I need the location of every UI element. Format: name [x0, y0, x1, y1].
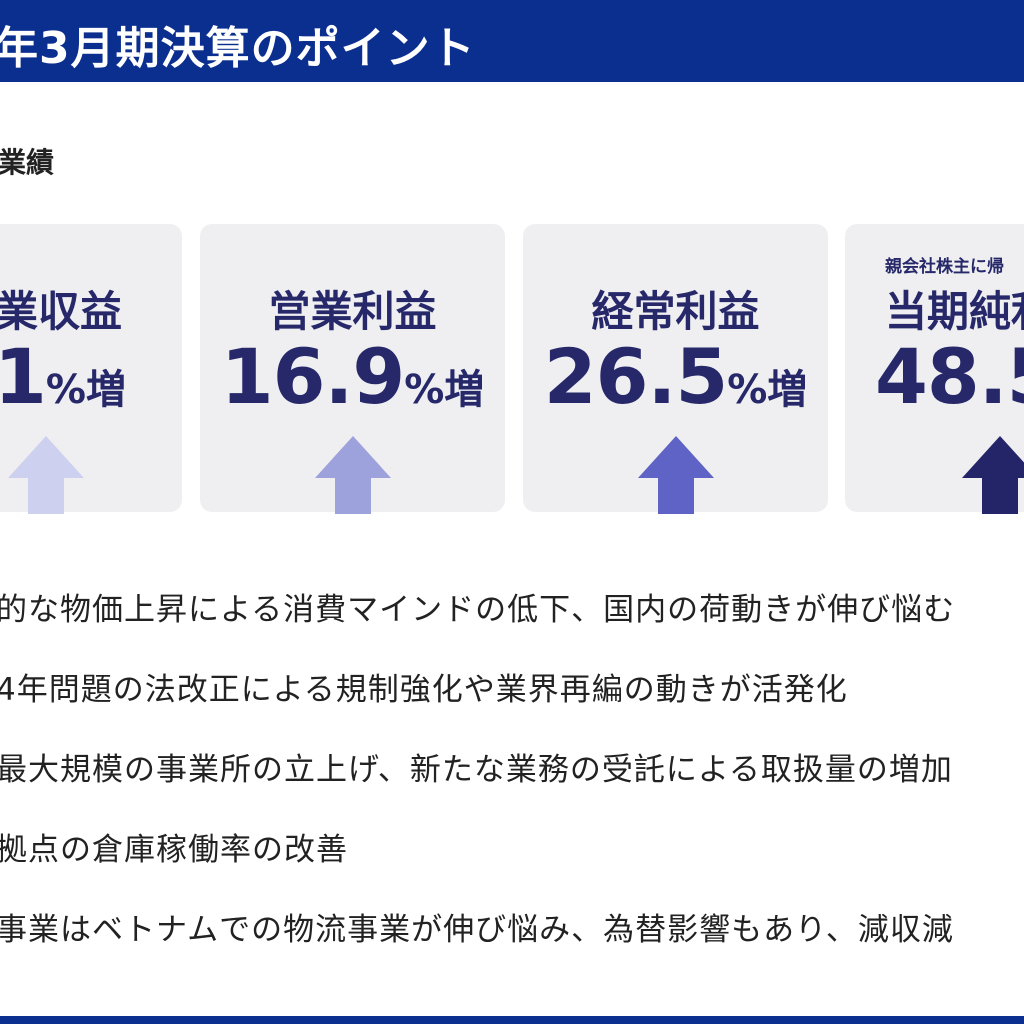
metric-value: 48.5	[875, 332, 1024, 421]
footer-bar	[0, 1016, 1024, 1024]
metric-card-ordinary-profit: 経常利益 26.5%増	[523, 224, 828, 514]
metric-label: 営業利益	[268, 287, 437, 336]
metric-label: 経常利益	[591, 287, 760, 336]
bullet-item: 最大規模の事業所の立上げ、新たな業務の受託による取扱量の増加	[0, 752, 953, 788]
metric-value: 16.9%増	[220, 332, 485, 421]
section-title: 業績	[0, 146, 55, 179]
metric-value: 26.5%増	[543, 332, 808, 421]
metric-label: 業収益	[0, 287, 122, 336]
bullet-item: 拠点の倉庫稼働率の改善	[0, 832, 348, 868]
up-arrow-icon	[8, 436, 84, 514]
metric-card-operating-profit: 営業利益 16.9%増	[200, 224, 505, 514]
metric-card-revenue: 業収益 1%増	[0, 224, 182, 514]
up-arrow-icon	[637, 436, 714, 514]
up-arrow-icon	[962, 436, 1024, 514]
metric-card-net-income: 親会社株主に帰 当期純利 48.5	[845, 224, 1024, 514]
metric-value: 1%増	[0, 332, 126, 421]
metric-sublabel: 親会社株主に帰	[885, 257, 1004, 277]
bullet-item: 的な物価上昇による消費マインドの低下、国内の荷動きが伸び悩む	[0, 592, 956, 628]
metric-label: 当期純利	[885, 287, 1024, 336]
bullet-item: 4年問題の法改正による規制強化や業界再編の動きが活発化	[0, 672, 848, 708]
header-bar: 年3月期決算のポイント	[0, 0, 1024, 82]
page-title: 年3月期決算のポイント	[0, 23, 476, 74]
up-arrow-icon	[314, 436, 391, 514]
bullet-item: 事業はベトナムでの物流事業が伸び悩み、為替影響もあり、減収減	[0, 912, 954, 948]
